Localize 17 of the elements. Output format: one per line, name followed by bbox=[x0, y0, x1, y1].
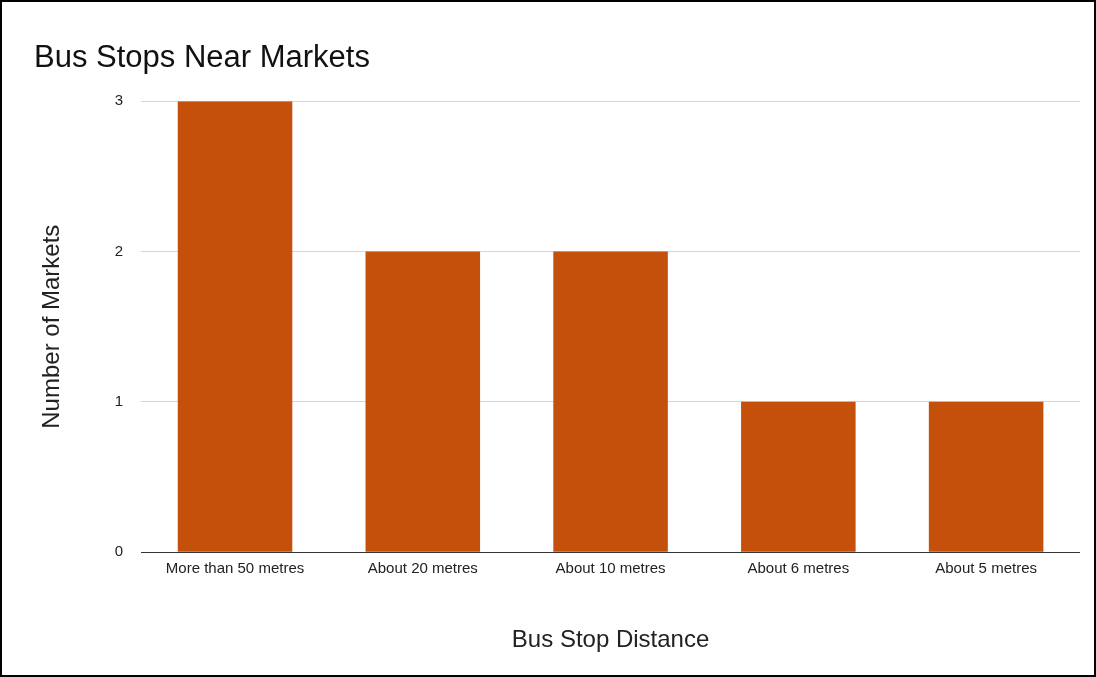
x-axis-title: Bus Stop Distance bbox=[511, 625, 710, 653]
x-tick-label: About 20 metres bbox=[367, 559, 478, 577]
x-tick-label: About 6 metres bbox=[747, 559, 850, 577]
y-tick-label: 2 bbox=[114, 241, 124, 259]
y-tick-label: 3 bbox=[114, 91, 124, 109]
x-tick-label: More than 50 metres bbox=[165, 559, 305, 577]
y-tick-label: 1 bbox=[114, 392, 124, 410]
bar bbox=[928, 401, 1044, 552]
bar bbox=[177, 101, 293, 552]
x-tick-label: About 10 metres bbox=[555, 559, 666, 577]
y-tick-label: 0 bbox=[114, 542, 124, 560]
bar bbox=[365, 251, 481, 552]
bar bbox=[741, 401, 856, 552]
y-axis-title: Number of Markets bbox=[37, 224, 65, 429]
bar bbox=[553, 251, 668, 552]
x-tick-label: About 5 metres bbox=[935, 559, 1037, 577]
chart-title: Bus Stops Near Markets bbox=[34, 39, 370, 75]
